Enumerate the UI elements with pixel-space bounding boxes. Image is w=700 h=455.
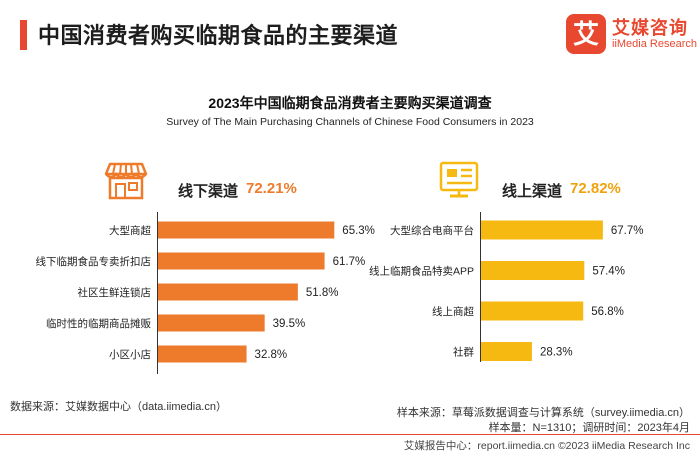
offline-value-label: 51.8% bbox=[306, 287, 339, 299]
logo-mark-icon: 艾 bbox=[566, 14, 606, 54]
iimedia-logo: 艾 艾媒咨询 iiMedia Research bbox=[566, 14, 697, 58]
offline-bar bbox=[158, 345, 247, 363]
online-category-label: 线上商超 bbox=[432, 305, 474, 318]
chart-title: 2023年中国临期食品消费者主要购买渠道调查 bbox=[208, 95, 492, 111]
offline-value-label: 65.3% bbox=[342, 225, 375, 237]
data-source-note: 数据来源：艾媒数据中心（data.iimedia.cn） bbox=[10, 401, 227, 413]
online-bar bbox=[481, 342, 532, 361]
title-accent-bar bbox=[20, 20, 27, 50]
offline-category-label: 大型商超 bbox=[109, 224, 151, 237]
online-group-value: 72.82% bbox=[570, 180, 621, 197]
chart-subtitle: Survey of The Main Purchasing Channels o… bbox=[166, 116, 534, 128]
offline-category-label: 社区生鲜连锁店 bbox=[78, 286, 152, 299]
offline-bar bbox=[158, 252, 325, 270]
online-bar bbox=[481, 261, 585, 280]
offline-value-label: 39.5% bbox=[273, 318, 306, 330]
online-bar bbox=[481, 220, 603, 240]
online-axis-line bbox=[480, 212, 481, 362]
offline-value-label: 61.7% bbox=[333, 256, 366, 268]
storefront-icon bbox=[104, 160, 148, 200]
online-group-label: 线上渠道 bbox=[502, 183, 563, 200]
offline-bar bbox=[158, 283, 298, 301]
online-value-label: 28.3% bbox=[540, 347, 573, 359]
sample-size-note: 样本量：N=1310；调研时间：2023年4月 bbox=[488, 422, 690, 434]
footer-divider bbox=[0, 434, 700, 435]
online-value-label: 57.4% bbox=[592, 266, 625, 278]
offline-value-label: 32.8% bbox=[255, 349, 288, 361]
online-category-label: 线上临期食品特卖APP bbox=[369, 265, 474, 278]
offline-bar bbox=[158, 314, 265, 332]
online-store-screen-icon bbox=[438, 160, 480, 200]
page-title: 中国消费者购买临期食品的主要渠道 bbox=[38, 23, 399, 48]
online-value-label: 67.7% bbox=[611, 225, 644, 237]
offline-bar bbox=[158, 221, 335, 239]
page-header: 中国消费者购买临期食品的主要渠道 艾 艾媒咨询 iiMedia Research bbox=[0, 0, 700, 70]
online-value-label: 56.8% bbox=[591, 306, 624, 318]
sample-source-note: 样本来源：草莓派数据调查与计算系统（survey.iimedia.cn） bbox=[396, 407, 690, 419]
online-category-label: 社群 bbox=[453, 346, 474, 359]
online-category-label: 大型综合电商平台 bbox=[390, 224, 474, 237]
offline-group-value: 72.21% bbox=[246, 180, 297, 197]
offline-category-label: 临时性的临期商品摊贩 bbox=[46, 317, 151, 330]
report-center-note: 艾媒报告中心：report.iimedia.cn ©2023 iiMedia R… bbox=[403, 440, 690, 452]
offline-category-label: 小区小店 bbox=[109, 348, 151, 361]
offline-category-label: 线下临期食品专卖折扣店 bbox=[36, 255, 152, 268]
online-bar bbox=[481, 301, 584, 321]
offline-group-label: 线下渠道 bbox=[178, 183, 239, 200]
logo-en-text: iiMedia Research bbox=[612, 38, 697, 50]
logo-cn-text: 艾媒咨询 bbox=[612, 18, 688, 38]
offline-axis-line bbox=[157, 212, 158, 374]
